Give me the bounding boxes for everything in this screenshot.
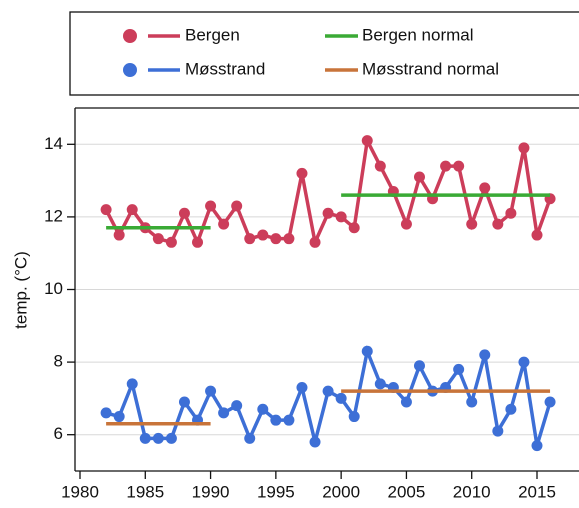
y-tick-label: 8 <box>54 352 63 371</box>
data-point <box>165 432 177 444</box>
data-point <box>244 432 256 444</box>
data-point <box>413 171 425 183</box>
data-point <box>466 218 478 230</box>
y-tick-label: 14 <box>44 134 63 153</box>
data-point <box>113 229 125 241</box>
legend-label: Bergen <box>185 25 240 44</box>
y-axis-label: temp. (°C) <box>11 251 30 329</box>
data-point <box>335 211 347 223</box>
data-point <box>205 385 217 397</box>
series-line <box>105 345 552 447</box>
data-point <box>257 229 269 241</box>
legend-label: Bergen normal <box>362 25 474 44</box>
data-point <box>283 233 295 245</box>
data-point <box>218 218 230 230</box>
x-tick-label: 1980 <box>61 482 99 501</box>
data-point <box>335 392 347 404</box>
data-point <box>361 345 373 357</box>
data-point <box>113 411 125 423</box>
data-point <box>192 236 204 248</box>
data-point <box>100 204 112 216</box>
data-point <box>322 385 334 397</box>
data-point <box>126 378 138 390</box>
y-tick-label: 12 <box>44 206 63 225</box>
data-point <box>178 396 190 408</box>
data-point <box>322 207 334 219</box>
data-point <box>492 218 504 230</box>
data-point <box>400 396 412 408</box>
data-point <box>244 233 256 245</box>
data-point <box>374 160 386 172</box>
data-point <box>479 182 491 194</box>
data-point <box>413 360 425 372</box>
data-point <box>453 160 465 172</box>
data-point <box>374 378 386 390</box>
x-tick-label: 2005 <box>388 482 426 501</box>
data-point <box>544 396 556 408</box>
data-point <box>296 382 308 394</box>
data-point <box>466 396 478 408</box>
legend-marker <box>123 29 137 43</box>
data-point <box>296 167 308 179</box>
data-point <box>231 200 243 212</box>
data-point <box>505 403 517 415</box>
x-tick-label: 1990 <box>192 482 230 501</box>
data-point <box>218 407 230 419</box>
data-point <box>479 349 491 361</box>
x-tick-label: 2010 <box>453 482 491 501</box>
x-tick-label: 1995 <box>257 482 295 501</box>
data-point <box>309 236 321 248</box>
data-point <box>178 207 190 219</box>
data-point <box>440 160 452 172</box>
data-point <box>309 436 321 448</box>
data-point <box>361 135 373 147</box>
y-tick-label: 10 <box>44 279 63 298</box>
legend-label: Møsstrand normal <box>362 59 499 78</box>
data-point <box>231 400 243 412</box>
data-point <box>165 236 177 248</box>
series-line <box>106 193 551 230</box>
series-line <box>106 389 551 426</box>
x-tick-label: 1985 <box>126 482 164 501</box>
data-point <box>348 411 360 423</box>
data-point <box>400 218 412 230</box>
data-point <box>126 204 138 216</box>
data-point <box>257 403 269 415</box>
data-point <box>453 363 465 375</box>
x-tick-label: 2000 <box>322 482 360 501</box>
data-point <box>505 207 517 219</box>
data-point <box>518 142 530 154</box>
data-point <box>518 356 530 368</box>
legend-label: Møsstrand <box>185 59 265 78</box>
data-point <box>531 440 543 452</box>
data-point <box>283 414 295 426</box>
legend-marker <box>123 63 137 77</box>
data-point <box>139 432 151 444</box>
data-point <box>270 233 282 245</box>
data-point <box>205 200 217 212</box>
data-point <box>492 425 504 437</box>
y-tick-label: 6 <box>54 424 63 443</box>
data-point <box>152 233 164 245</box>
legend-box <box>69 11 579 96</box>
data-point <box>100 407 112 419</box>
data-point <box>270 414 282 426</box>
data-point <box>152 432 164 444</box>
x-tick-label: 2015 <box>518 482 556 501</box>
data-point <box>348 222 360 234</box>
data-point <box>531 229 543 241</box>
